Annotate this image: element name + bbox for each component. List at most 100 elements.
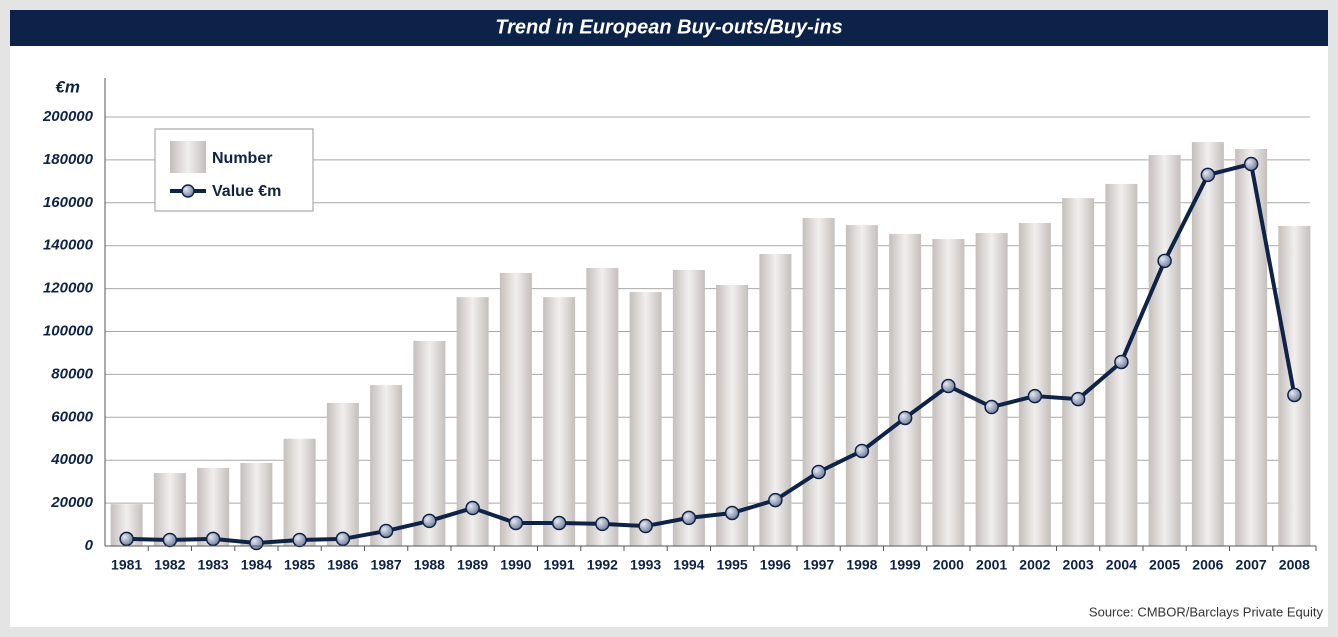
y-tick-label: 160000 [43, 194, 94, 211]
bar [802, 218, 835, 547]
x-tick-label: 1985 [284, 557, 315, 573]
marker [1157, 253, 1172, 269]
x-tick-label: 2008 [1279, 557, 1310, 573]
legend-label: Value €m [212, 183, 281, 200]
marker [1200, 167, 1216, 183]
marker [941, 378, 956, 394]
bar [240, 462, 273, 546]
y-tick-label: 100000 [43, 322, 94, 339]
bar [1148, 154, 1181, 547]
marker [1287, 387, 1302, 403]
x-tick-label: 1993 [630, 557, 661, 573]
y-tick-label: 60000 [51, 408, 93, 425]
x-tick-label: 1998 [846, 557, 877, 573]
bar [283, 438, 316, 546]
axes: 0 20000 40000 60000 80000 100000 120000 140000 1… [42, 78, 1317, 573]
marker [984, 399, 999, 415]
marker [508, 515, 524, 531]
y-tick-label: 0 [85, 537, 94, 554]
legend-marker [181, 184, 195, 198]
marker [205, 531, 221, 547]
x-tick-label: 1983 [198, 557, 229, 573]
bar [326, 402, 359, 546]
y-tick-label: 40000 [50, 451, 93, 468]
x-tick-label: 1982 [154, 557, 185, 573]
x-tick-label: 1999 [890, 557, 921, 573]
marker [1027, 388, 1043, 404]
line [126, 161, 1297, 545]
lines [119, 156, 1302, 551]
x-tick-label: 1991 [544, 557, 575, 573]
marker [292, 532, 307, 548]
marker [249, 535, 264, 551]
x-tick-label: 1984 [241, 557, 272, 573]
marker [681, 510, 697, 526]
marker [897, 410, 913, 426]
marker [638, 518, 653, 534]
marker [119, 531, 134, 547]
x-tick-label: 1989 [457, 557, 488, 573]
marker [378, 523, 394, 539]
bar [845, 225, 878, 546]
bar [975, 233, 1008, 546]
legend: Number Value €m [154, 128, 314, 212]
bars [110, 142, 1311, 547]
marker [465, 500, 480, 516]
marker [854, 443, 870, 459]
source-note: Source: CMBOR/Barclays Private Equity [1089, 604, 1324, 619]
marker [768, 492, 783, 508]
x-tick-label: 1996 [760, 557, 791, 573]
legend-label: Number [212, 150, 272, 167]
bar [499, 272, 532, 546]
marker [551, 515, 567, 531]
marker [811, 464, 826, 480]
x-tick-label: 2002 [1019, 557, 1050, 573]
y-tick-label: 120000 [43, 280, 94, 297]
bar [1235, 148, 1268, 546]
bar [672, 269, 705, 546]
bar [1018, 222, 1051, 546]
marker [162, 532, 178, 548]
marker [1243, 156, 1259, 172]
x-tick-label: 2004 [1106, 557, 1137, 573]
x-tick-label: 1997 [803, 557, 834, 573]
x-tick-label: 1990 [500, 557, 531, 573]
x-tick-label: 1988 [414, 557, 445, 573]
x-tick-label: 2006 [1192, 557, 1223, 573]
y-tick-label: 200000 [42, 108, 94, 125]
y-tick-label: 80000 [51, 365, 93, 382]
y-tick-label: 20000 [50, 494, 93, 511]
x-tick-label: 1987 [371, 557, 402, 573]
x-tick-label: 1986 [327, 557, 358, 573]
bar [1191, 142, 1224, 546]
bar [370, 385, 403, 546]
x-tick-label: 2007 [1236, 557, 1267, 573]
bar [716, 284, 749, 546]
bar [1062, 198, 1095, 546]
x-tick-label: 1981 [111, 557, 142, 573]
x-tick-label: 2003 [1063, 557, 1094, 573]
x-tick-label: 1995 [717, 557, 748, 573]
bar [413, 340, 446, 546]
x-tick-label: 2000 [933, 557, 964, 573]
marker [595, 516, 610, 532]
y-tick-label: 180000 [43, 151, 94, 168]
marker [724, 505, 740, 521]
marker [1114, 354, 1129, 370]
y-axis-label: €m [55, 77, 80, 96]
title-bar [10, 10, 1328, 46]
x-tick-label: 1992 [587, 557, 618, 573]
bar [889, 233, 922, 546]
legend-swatch [170, 141, 206, 173]
marker [1070, 391, 1086, 407]
bar [543, 297, 576, 546]
x-tick-label: 2001 [976, 557, 1007, 573]
bar [629, 292, 662, 546]
x-tick-label: 2005 [1149, 557, 1180, 573]
chart-title: Trend in European Buy-outs/Buy-ins [495, 16, 842, 38]
bar [586, 268, 619, 546]
marker [422, 513, 437, 529]
x-tick-label: 1994 [673, 557, 704, 573]
y-tick-label: 140000 [43, 237, 94, 254]
